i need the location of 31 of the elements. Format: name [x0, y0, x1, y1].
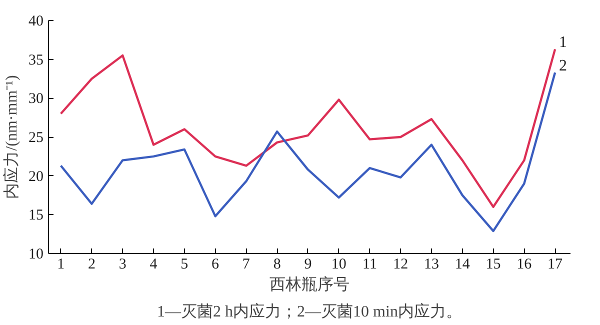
x-tick-label: 12	[393, 256, 408, 272]
x-tick-label: 17	[548, 256, 564, 272]
x-tick-label: 5	[180, 256, 188, 272]
x-tick-label: 6	[212, 256, 220, 272]
x-tick-label: 3	[118, 256, 126, 272]
x-tick-label: 13	[424, 256, 440, 272]
x-tick-label: 4	[150, 256, 158, 272]
x-tick-label: 14	[454, 256, 470, 272]
y-tick-label: 30	[28, 91, 44, 108]
x-axis-title: 西林瓶序号	[270, 276, 350, 294]
x-tick-label: 9	[304, 256, 312, 272]
line-series	[60, 71, 556, 232]
y-tick-label: 10	[28, 246, 44, 262]
x-tick-label: 15	[486, 256, 501, 272]
y-tick-label: 15	[28, 208, 44, 224]
x-tick-label: 10	[331, 256, 346, 272]
series-label: 2	[559, 58, 568, 75]
text: 1—灭菌2 h内应力；2—灭菌10 min内应力。	[157, 302, 462, 320]
x-tick-label: 2	[88, 256, 96, 272]
x-tick-label: 7	[242, 256, 250, 272]
y-tick-label: 25	[28, 130, 44, 146]
x-tick-label: 16	[516, 256, 532, 272]
y-tick-label: 20	[28, 168, 44, 185]
series-label: 1	[559, 34, 568, 52]
x-tick-label: 11	[362, 256, 377, 272]
y-tick-label: 40	[28, 14, 44, 30]
x-tick-label: 1	[57, 256, 65, 272]
line-series	[60, 48, 556, 208]
x-tick-label: 8	[273, 256, 281, 272]
y-tick-label: 35	[28, 52, 44, 68]
y-axis-title: 内应力/(nm·mm⁻¹)	[2, 75, 20, 199]
